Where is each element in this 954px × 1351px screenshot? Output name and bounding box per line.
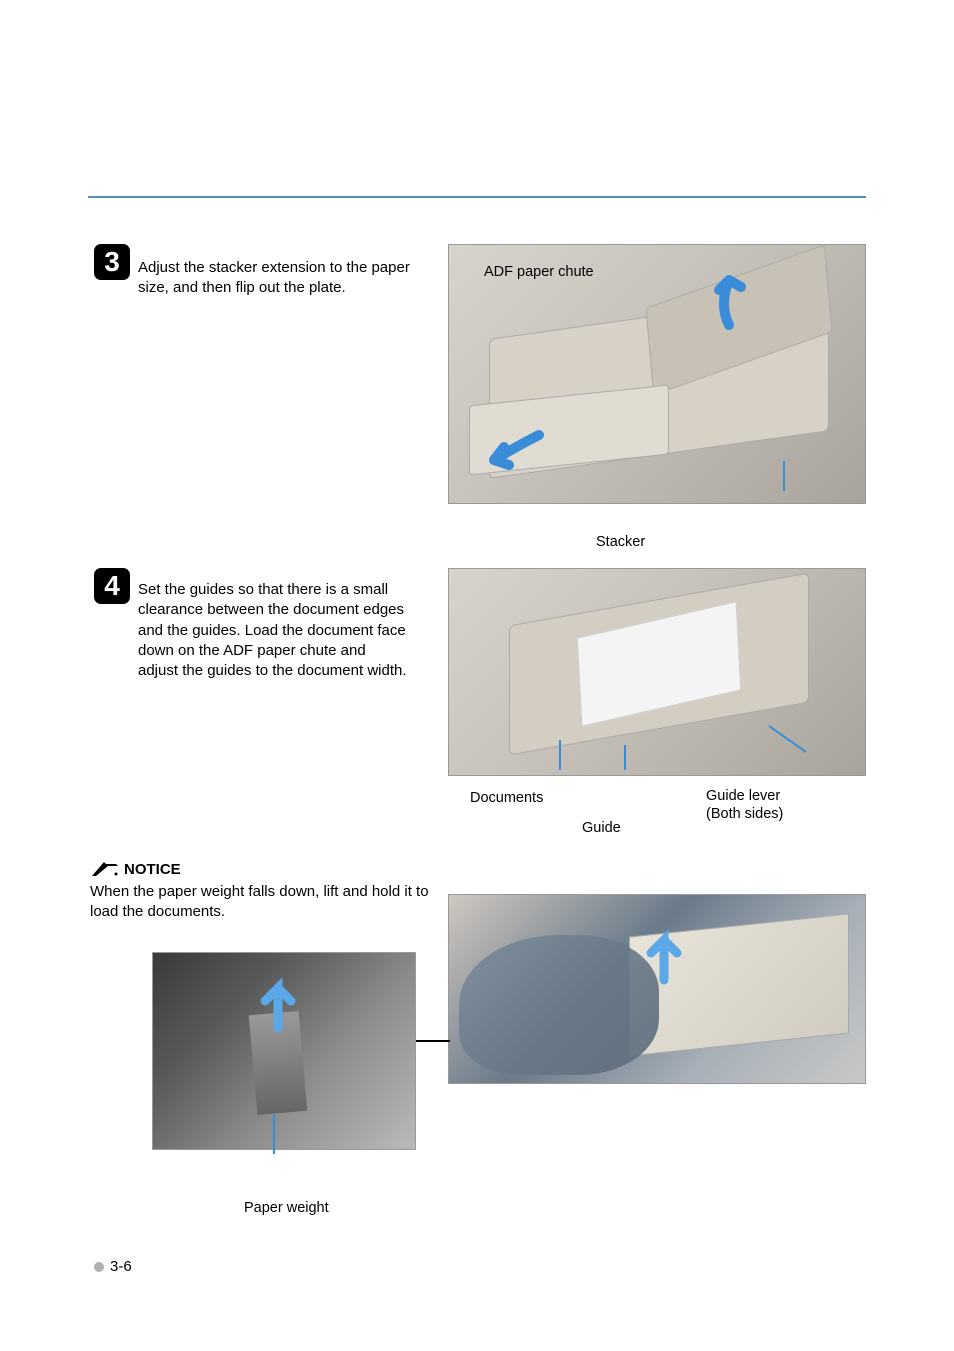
notice-label: NOTICE <box>124 861 181 878</box>
page-footer: 3-6 <box>94 1258 132 1275</box>
label-documents: Documents <box>470 790 543 806</box>
step-4-text: Set the guides so that there is a small … <box>138 580 408 681</box>
label-guide-lever: Guide lever <box>706 788 780 804</box>
step-4-number: 4 <box>104 570 120 602</box>
step-3-number: 3 <box>104 246 120 278</box>
step-4-image <box>448 568 866 776</box>
step-4-badge: 4 <box>94 568 130 604</box>
notice-small-image <box>152 952 416 1150</box>
notice-icon <box>90 860 120 878</box>
connector-line <box>416 1040 450 1042</box>
footer-bullet-icon <box>94 1262 104 1272</box>
step-3-text: Adjust the stacker extension to the pape… <box>138 258 418 299</box>
label-stacker: Stacker <box>596 534 645 550</box>
label-adf-chute: ADF paper chute <box>484 264 594 280</box>
label-guide-lever-sub: (Both sides) <box>706 806 783 822</box>
notice-section: NOTICE When the paper weight falls down,… <box>90 860 430 923</box>
step-3-image <box>448 244 866 504</box>
notice-header: NOTICE <box>90 860 430 878</box>
notice-large-image <box>448 894 866 1084</box>
label-guide: Guide <box>582 820 621 836</box>
step-3-badge: 3 <box>94 244 130 280</box>
label-paper-weight: Paper weight <box>244 1200 329 1216</box>
header-rule <box>88 196 866 198</box>
notice-text: When the paper weight falls down, lift a… <box>90 882 430 923</box>
page-number: 3-6 <box>110 1258 132 1275</box>
